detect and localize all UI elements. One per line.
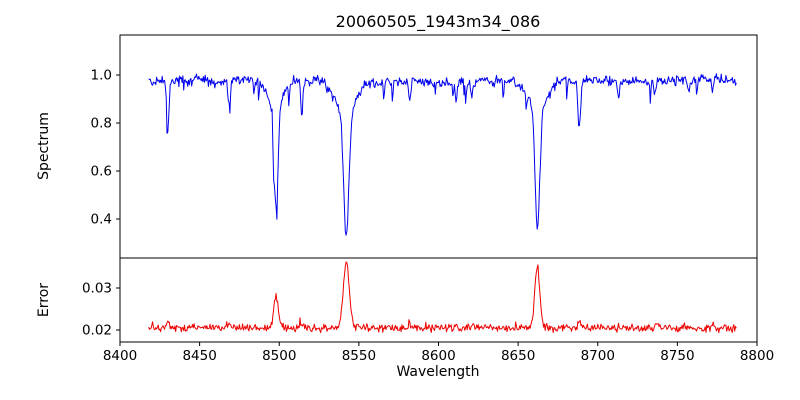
spectrum-y-axis-label: Spectrum bbox=[36, 112, 52, 180]
axes-layer: 8400 8450 8500 8550 8600 8650 8700 8750 8800 0.4 0… bbox=[82, 34, 774, 364]
error-y-tick-label: 0.03 bbox=[82, 280, 112, 296]
x-tick-label: 8550 bbox=[342, 348, 376, 364]
x-tick-label: 8700 bbox=[581, 348, 615, 364]
x-tick-label: 8600 bbox=[421, 348, 455, 364]
error-line bbox=[148, 261, 737, 334]
spectrum-y-tick-label: 1.0 bbox=[91, 68, 112, 84]
error-y-tick-label: 0.02 bbox=[82, 322, 112, 338]
spectrum-axes-frame bbox=[119, 34, 758, 259]
x-axis-label: Wavelength bbox=[396, 364, 479, 380]
error-y-axis-label: Error bbox=[36, 283, 52, 317]
x-tick-label: 8400 bbox=[103, 348, 137, 364]
spectrum-y-tick-label: 0.4 bbox=[91, 212, 112, 228]
x-tick-label: 8800 bbox=[740, 348, 774, 364]
x-tick-label: 8650 bbox=[501, 348, 535, 364]
x-tick-label: 8750 bbox=[660, 348, 694, 364]
plot-layer bbox=[148, 73, 737, 334]
chart-title: 20060505_1943m34_086 bbox=[336, 12, 541, 32]
x-tick-label: 8500 bbox=[262, 348, 296, 364]
spectrum-line bbox=[148, 73, 737, 236]
spectrum-y-tick-label: 0.8 bbox=[91, 116, 112, 132]
x-tick-label: 8450 bbox=[182, 348, 216, 364]
spectrum-y-tick-label: 0.6 bbox=[91, 164, 112, 180]
